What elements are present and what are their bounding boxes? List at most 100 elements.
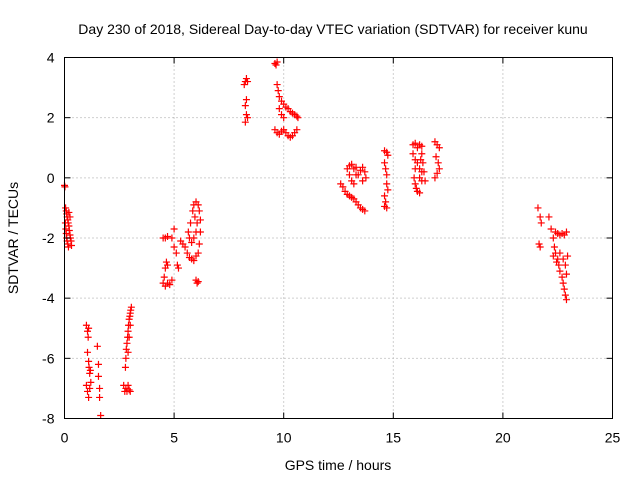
data-point bbox=[189, 207, 197, 215]
x-tick-label: 15 bbox=[386, 430, 402, 446]
data-point bbox=[125, 386, 133, 394]
y-tick-label: -4 bbox=[42, 290, 55, 306]
data-point bbox=[66, 213, 74, 221]
data-point bbox=[64, 243, 72, 251]
data-point bbox=[191, 213, 199, 221]
data-point bbox=[381, 159, 389, 167]
data-point bbox=[194, 278, 202, 286]
data-point bbox=[86, 366, 94, 374]
data-point bbox=[62, 204, 70, 212]
data-point bbox=[124, 348, 132, 356]
grid-layer bbox=[64, 57, 613, 419]
data-point bbox=[411, 180, 419, 188]
y-tick-label: 2 bbox=[47, 110, 55, 126]
data-point bbox=[556, 267, 564, 275]
data-point bbox=[96, 393, 104, 401]
chart-title: Day 230 of 2018, Sidereal Day-to-day VTE… bbox=[78, 21, 587, 37]
data-point bbox=[84, 333, 92, 341]
data-point bbox=[293, 126, 301, 134]
data-point bbox=[86, 369, 94, 377]
data-point bbox=[185, 234, 193, 242]
data-point bbox=[280, 114, 288, 122]
data-point bbox=[537, 219, 545, 227]
data-point bbox=[536, 213, 544, 221]
data-point bbox=[122, 354, 130, 362]
data-point bbox=[194, 249, 202, 257]
y-tick-label: -8 bbox=[42, 411, 55, 427]
data-point bbox=[127, 303, 135, 311]
data-point bbox=[384, 186, 392, 194]
data-point bbox=[85, 357, 93, 365]
data-point bbox=[125, 315, 133, 323]
data-point bbox=[275, 105, 283, 113]
data-point bbox=[382, 198, 390, 206]
data-point bbox=[564, 252, 572, 260]
x-axis-label: GPS time / hours bbox=[285, 457, 392, 473]
data-point bbox=[381, 192, 389, 200]
data-point bbox=[241, 118, 249, 126]
axis-ticks bbox=[64, 57, 613, 419]
data-point bbox=[168, 276, 176, 284]
data-points bbox=[61, 58, 572, 419]
data-point bbox=[418, 150, 426, 158]
data-point bbox=[181, 243, 189, 251]
data-point bbox=[383, 148, 391, 156]
data-point bbox=[125, 333, 133, 341]
data-point bbox=[560, 285, 568, 293]
data-point bbox=[433, 169, 441, 177]
data-point bbox=[64, 240, 72, 248]
data-point bbox=[94, 360, 102, 368]
data-point bbox=[559, 255, 567, 263]
data-point bbox=[86, 384, 94, 392]
data-point bbox=[127, 306, 135, 314]
data-point bbox=[195, 240, 203, 248]
data-point bbox=[162, 258, 170, 266]
data-point bbox=[416, 189, 424, 197]
data-point bbox=[562, 228, 570, 236]
data-point bbox=[549, 252, 557, 260]
x-tick-label: 20 bbox=[495, 430, 511, 446]
data-point bbox=[170, 225, 178, 233]
x-tick-label: 10 bbox=[276, 430, 292, 446]
data-point bbox=[354, 171, 362, 179]
x-tick-labels: 0 5 10 15 20 25 bbox=[61, 430, 621, 446]
data-point bbox=[561, 261, 569, 269]
data-point bbox=[174, 264, 182, 272]
data-point bbox=[435, 165, 443, 173]
data-point bbox=[85, 393, 93, 401]
data-point bbox=[420, 168, 428, 176]
data-point bbox=[410, 174, 418, 182]
data-point bbox=[545, 213, 553, 221]
data-point bbox=[550, 243, 558, 251]
data-point bbox=[168, 234, 176, 242]
data-point bbox=[272, 61, 280, 69]
data-point bbox=[536, 243, 544, 251]
data-point bbox=[190, 257, 198, 265]
data-point bbox=[126, 321, 134, 329]
data-point bbox=[274, 87, 282, 95]
data-point bbox=[434, 159, 442, 167]
data-point bbox=[348, 160, 356, 168]
data-point bbox=[361, 207, 369, 215]
data-point bbox=[184, 228, 192, 236]
data-point bbox=[431, 174, 439, 182]
y-tick-label: -2 bbox=[42, 230, 55, 246]
data-point bbox=[93, 342, 101, 350]
y-tick-label: 0 bbox=[47, 170, 55, 186]
data-point bbox=[244, 114, 252, 122]
data-point bbox=[273, 81, 281, 89]
data-point bbox=[432, 153, 440, 161]
x-tick-label: 0 bbox=[61, 430, 69, 446]
data-point bbox=[411, 165, 419, 173]
data-point bbox=[359, 177, 367, 185]
data-point bbox=[339, 183, 347, 191]
data-point bbox=[553, 258, 561, 266]
plot-frame bbox=[64, 57, 613, 419]
data-point bbox=[84, 327, 92, 335]
data-point bbox=[421, 177, 429, 185]
data-point bbox=[123, 339, 131, 347]
data-point bbox=[244, 78, 252, 86]
data-point bbox=[160, 273, 168, 281]
data-point bbox=[61, 219, 69, 227]
